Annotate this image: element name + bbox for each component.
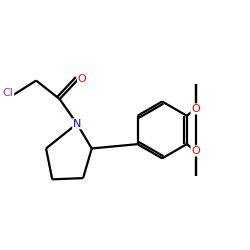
Text: Cl: Cl	[3, 88, 14, 98]
Text: O: O	[191, 146, 200, 156]
Text: O: O	[78, 74, 86, 84]
Text: O: O	[191, 104, 200, 114]
Text: N: N	[73, 119, 81, 129]
